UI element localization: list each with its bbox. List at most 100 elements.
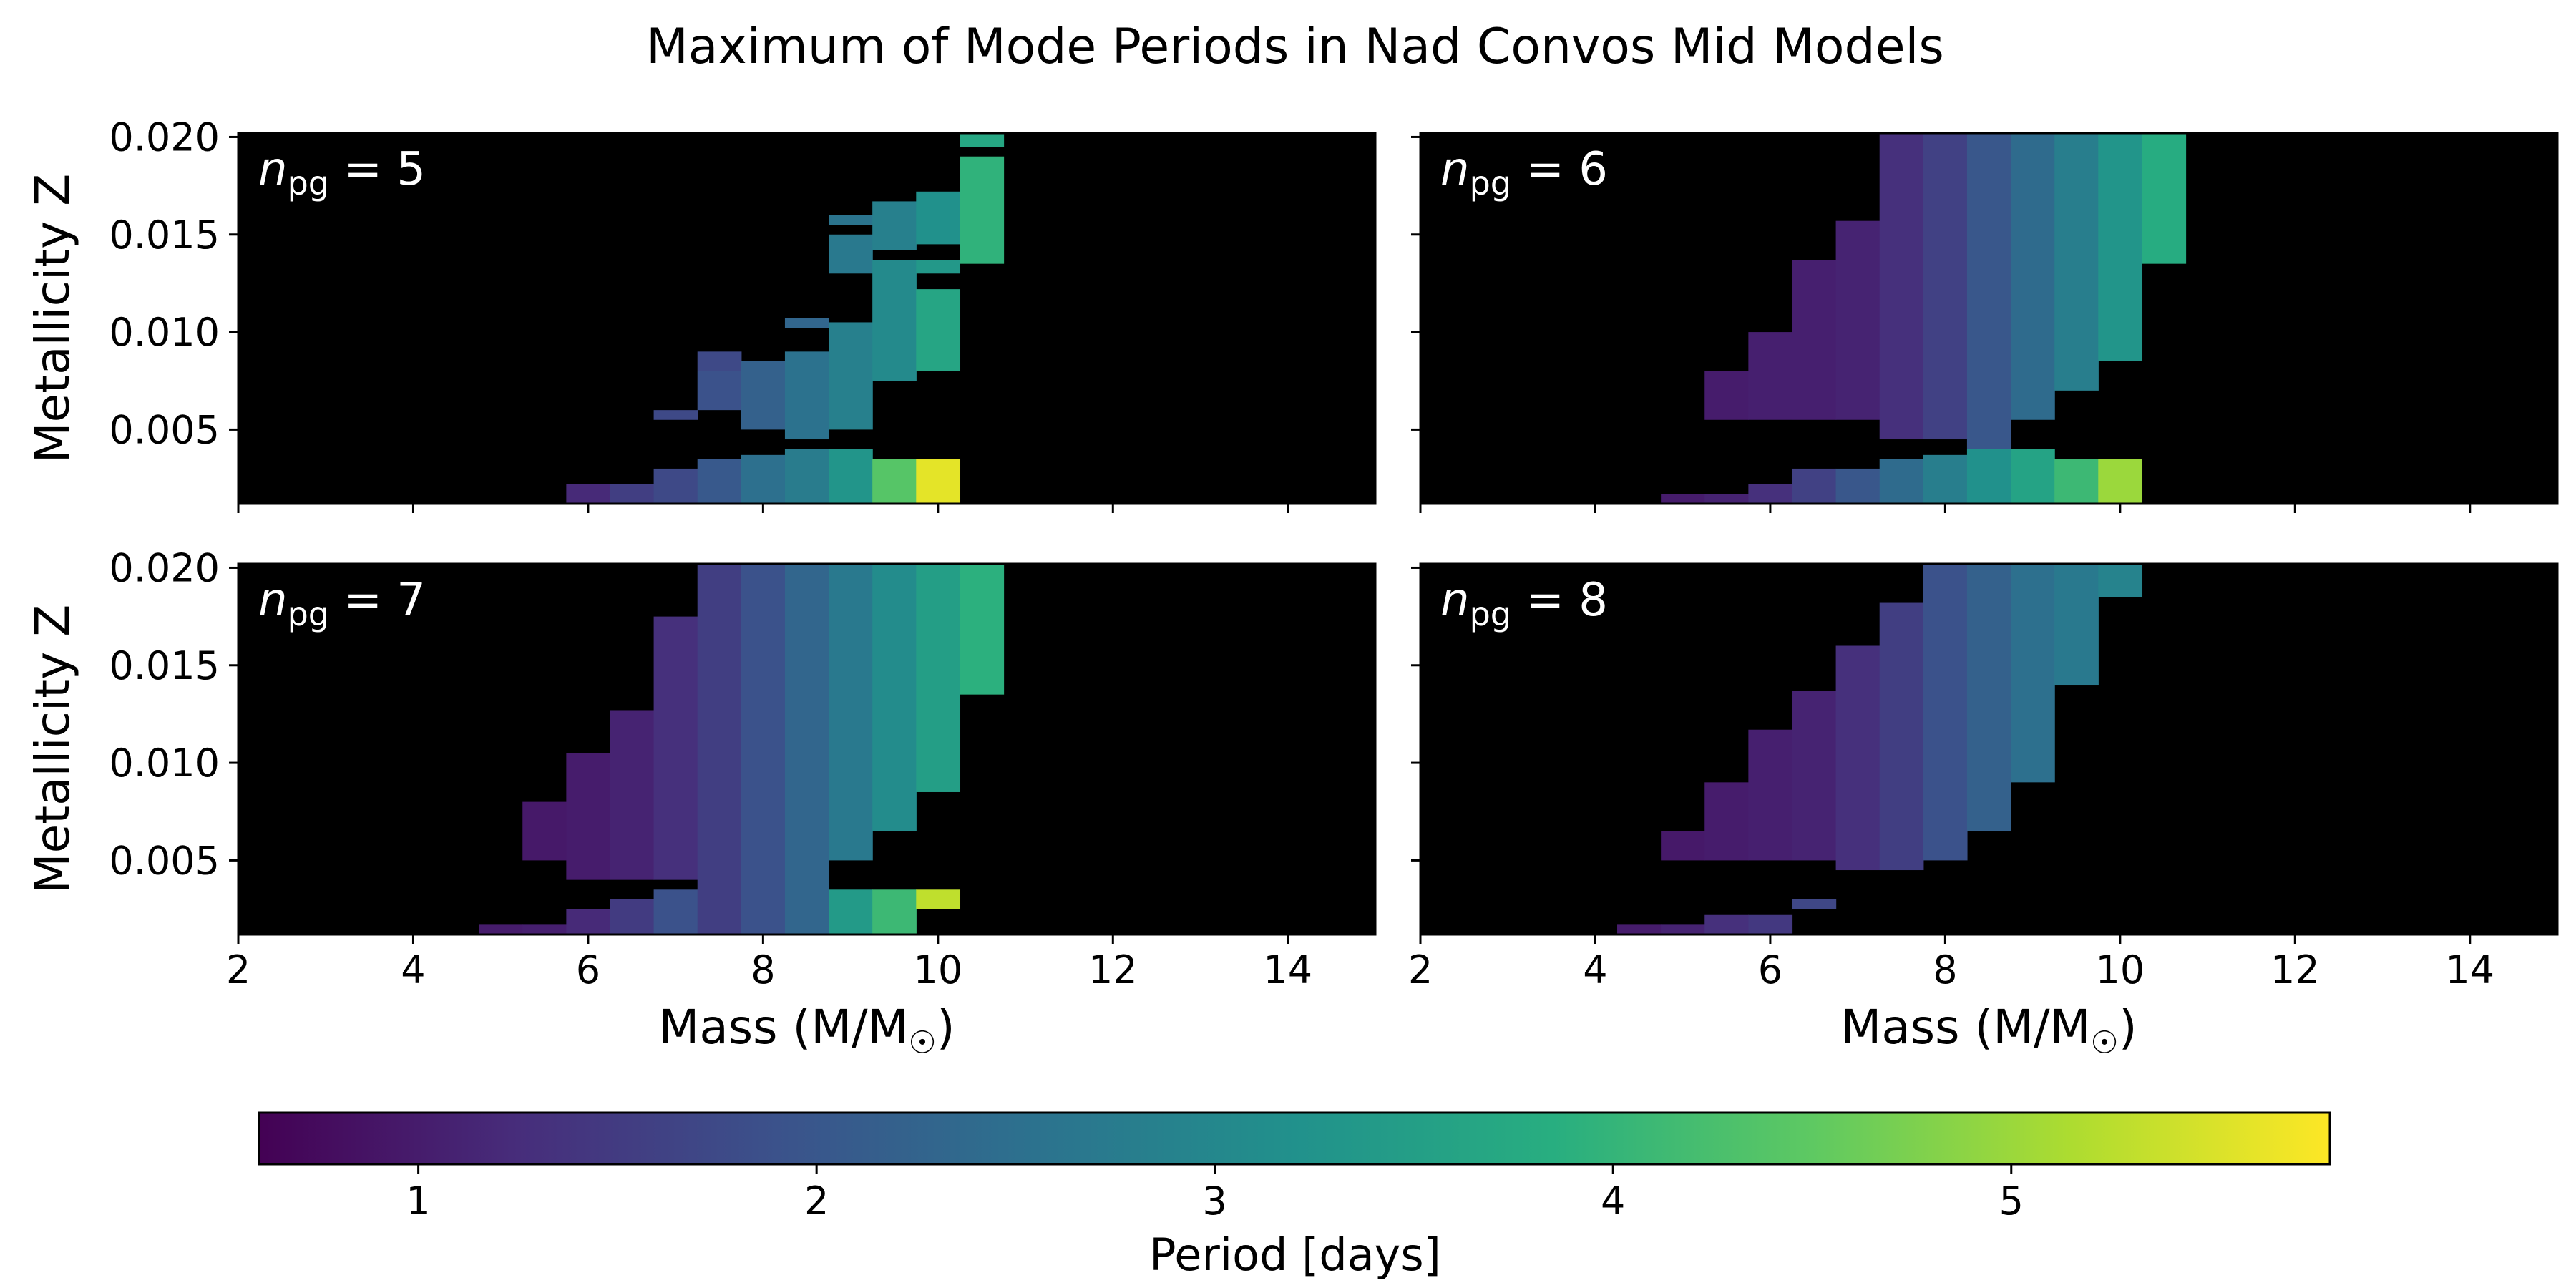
heatmap-cell [960, 564, 1005, 695]
heatmap-cell [566, 753, 611, 880]
x-axis-label-sun: ☉ [2090, 1025, 2118, 1061]
y-tick-label: 0.015 [109, 213, 220, 258]
panel-7: npg = 7 2 4 6 8 10 12 14 0.005 0.010 0.015 0.020 Met… [25, 545, 1377, 1061]
panel-label-sub: pg [288, 164, 329, 203]
panel-label-sub: pg [288, 595, 329, 633]
panel-label: npg = 7 [258, 574, 426, 633]
panel-label-sub: pg [1470, 164, 1511, 203]
y-tick-label: 0.015 [109, 643, 220, 688]
heatmap-cell [1661, 831, 1705, 861]
x-tick-label: 4 [401, 947, 425, 992]
heatmap-cell [1879, 602, 1924, 871]
heatmap-cell [1704, 494, 1749, 504]
y-tick-label: 0.005 [109, 838, 220, 883]
panel-5: npg = 5 0.005 0.010 0.015 0.020 Metallicity Z [25, 114, 1377, 513]
heatmap-cell [697, 564, 742, 935]
x-axis-label-main: Mass (M/M [658, 1000, 908, 1055]
heatmap-cell [960, 133, 1005, 147]
heatmap-cell [1923, 564, 1968, 861]
y-axis-label: Metallicity Z [25, 605, 80, 894]
heatmap-cell [653, 410, 698, 420]
heatmap-cell [610, 484, 655, 504]
y-tick-label: 0.020 [109, 114, 220, 160]
x-tick-label: 8 [1933, 947, 1957, 992]
heatmap-cell [829, 234, 873, 274]
heatmap-cell [610, 710, 655, 880]
heatmap-cell [2054, 133, 2099, 391]
heatmap-cell [1966, 449, 2011, 504]
heatmap-cell [741, 564, 786, 935]
heatmap-cell [829, 215, 873, 225]
panel-label-n: n [258, 574, 288, 627]
heatmap-cell [872, 201, 917, 250]
panel-label-value: = 6 [1511, 143, 1608, 196]
heatmap-cell [741, 454, 786, 504]
heatmap-cell [1704, 371, 1749, 420]
heatmap-cell [653, 616, 698, 880]
panel-6: npg = 6 [1411, 132, 2559, 513]
x-tick-label: 12 [1088, 947, 1138, 992]
heatmap-cell [1792, 899, 1837, 909]
heatmap-cell [829, 564, 873, 861]
y-tick-label: 0.010 [109, 310, 220, 355]
colorbar-tick-label: 5 [1999, 1179, 2024, 1224]
colorbar-label: Period [days] [1149, 1229, 1441, 1281]
heatmap-cell [2098, 459, 2143, 504]
colorbar-tick-label: 2 [804, 1179, 829, 1224]
x-tick-label: 4 [1583, 947, 1607, 992]
heatmap-cell [1792, 260, 1837, 420]
heatmap-cell [1835, 220, 1880, 420]
heatmap-cell [960, 156, 1005, 264]
heatmap-cell [1704, 782, 1749, 861]
heatmap-cell [1617, 924, 1662, 935]
x-tick-label: 14 [1263, 947, 1312, 992]
x-tick-label: 14 [2445, 947, 2494, 992]
chart-title: Maximum of Mode Periods in Nad Convos Mi… [646, 19, 1944, 75]
panel-frame [1419, 132, 2559, 505]
colorbar-tick-label: 3 [1203, 1179, 1227, 1224]
heatmap-cell [479, 924, 523, 935]
x-tick-label: 10 [2095, 947, 2145, 992]
heatmap-cell [916, 889, 961, 909]
heatmap-cell [1966, 133, 2011, 449]
x-axis-label-close: ) [937, 1000, 955, 1055]
heatmap-cell [1879, 459, 1924, 504]
heatmap-cell [916, 260, 961, 274]
heatmap-cell [1748, 332, 1793, 420]
heatmap-cell [1748, 914, 1793, 935]
y-tick-label: 0.020 [109, 545, 220, 590]
heatmap-cell [2098, 564, 2143, 597]
heatmap-cell [566, 484, 611, 504]
heatmap-cell [1748, 729, 1793, 861]
x-tick-label: 6 [576, 947, 600, 992]
x-axis-label: Mass (M/M☉) [658, 1000, 955, 1061]
x-axis-label: Mass (M/M☉) [1840, 1000, 2137, 1061]
heatmap-cell [916, 191, 961, 245]
heatmap-cell [872, 260, 917, 381]
heatmap-cell [784, 564, 829, 935]
heatmap-cell [872, 889, 917, 935]
heatmap-cell [916, 564, 961, 792]
panel-label-sub: pg [1470, 595, 1511, 633]
y-tick-label: 0.010 [109, 741, 220, 786]
colorbar-frame [258, 1111, 2331, 1166]
colorbar-tick-label: 1 [406, 1179, 430, 1224]
heatmap-cell [829, 449, 873, 504]
heatmap-cell [1835, 645, 1880, 871]
panel-8: npg = 8 2 4 6 8 10 12 14 Mass (M/M☉) [1408, 562, 2559, 1061]
x-tick-label: 2 [1408, 947, 1433, 992]
heatmap-cell [1704, 914, 1749, 935]
heatmap-cell [697, 371, 742, 411]
heatmap-cell [2011, 564, 2055, 783]
heatmap-cell [2054, 564, 2099, 686]
heatmap-cell [784, 449, 829, 504]
heatmap-cell [653, 468, 698, 504]
heatmap-cell [1923, 454, 1968, 504]
y-tick-label: 0.005 [109, 407, 220, 452]
panel-label-value: = 8 [1511, 574, 1608, 627]
heatmap-cell [2142, 133, 2187, 264]
heatmap-cell [872, 459, 917, 504]
heatmap-cell [697, 351, 742, 371]
